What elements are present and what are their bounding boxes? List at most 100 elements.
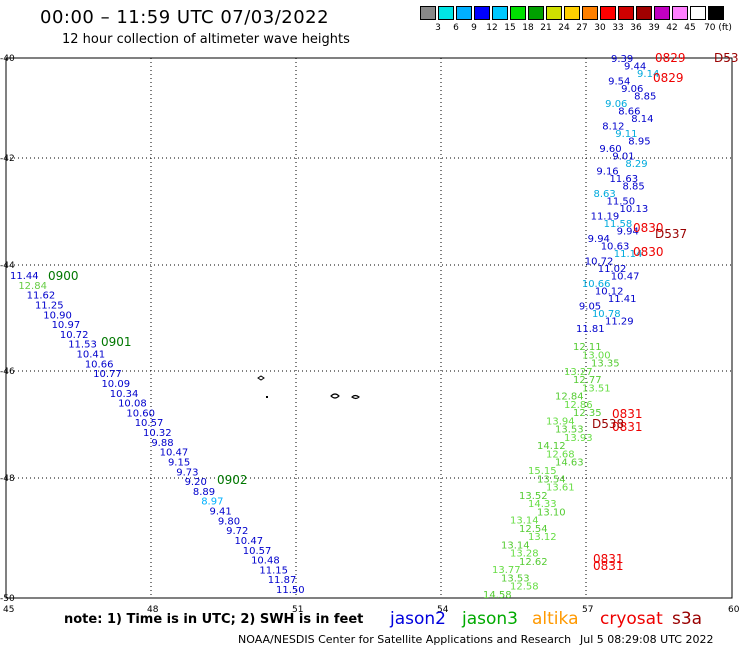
track-time-label: D537 — [655, 227, 687, 241]
scale-label: 45 — [684, 23, 696, 33]
scale-swatch — [546, 6, 562, 20]
scale-swatch — [708, 6, 724, 20]
swh-value: 12.58 — [510, 582, 539, 593]
page-subtitle: 12 hour collection of altimeter wave hei… — [62, 32, 350, 47]
scale-label: 39 — [648, 23, 660, 33]
scale-label: 27 — [576, 23, 588, 33]
swh-value: 9.05 — [579, 302, 601, 313]
swh-value: 9.20 — [185, 477, 207, 488]
swh-value: 9.54 — [608, 77, 630, 88]
lat-tick-label: -44 — [0, 261, 15, 271]
track-time-label: 0900 — [48, 269, 79, 283]
swh-value: 9.15 — [168, 457, 190, 468]
footer-timestamp: Jul 5 08:29:08 UTC 2022 — [580, 633, 714, 646]
swh-value: 10.97 — [52, 320, 81, 331]
scale-swatch — [510, 6, 526, 20]
swh-value: 9.88 — [151, 438, 173, 449]
swh-value: 10.34 — [110, 389, 139, 400]
swh-value: 9.94 — [588, 234, 610, 245]
scale-label: 21 — [540, 23, 552, 33]
scale-label: 24 — [558, 23, 570, 33]
swh-value: 9.44 — [624, 62, 646, 73]
swh-value: 10.41 — [77, 350, 106, 361]
page-title: 00:00 – 11:59 UTC 07/03/2022 — [40, 7, 330, 28]
note-text: note: 1) Time is in UTC; 2) SWH is in fe… — [64, 612, 364, 627]
swh-value: 8.97 — [201, 497, 223, 508]
swh-value: 13.53 — [501, 573, 530, 584]
scale-label: 15 — [504, 23, 516, 33]
lon-tick-label: 54 — [437, 605, 449, 615]
swh-value: 11.02 — [598, 264, 627, 275]
island-3 — [330, 393, 340, 399]
swh-value: 11.87 — [268, 575, 297, 586]
swh-value: 8.66 — [618, 107, 640, 118]
scale-label: 70 (ft) — [704, 23, 732, 33]
scale-swatch — [690, 6, 706, 20]
swh-value: 11.41 — [608, 294, 637, 305]
lon-tick-label: 60 — [728, 605, 740, 615]
swh-value: 11.14 — [614, 249, 643, 260]
lat-tick-label: -40 — [0, 54, 15, 64]
swh-value: 10.13 — [620, 204, 649, 215]
lon-tick-label: 57 — [582, 605, 593, 615]
scale-swatch — [564, 6, 580, 20]
swh-value: 9.80 — [218, 516, 240, 527]
track-time-label: 0831 — [612, 420, 643, 434]
scale-swatch — [654, 6, 670, 20]
footer-credit: NOAA/NESDIS Center for Satellite Applica… — [238, 633, 572, 646]
legend-item-jason3: jason3 — [462, 609, 518, 629]
scale-label: 30 — [594, 23, 606, 33]
track-time-label: 0831 — [593, 559, 624, 573]
swh-value: 8.89 — [193, 487, 215, 498]
swh-value: 12.77 — [573, 375, 602, 386]
lat-tick-label: -48 — [0, 474, 15, 484]
swh-value: 11.50 — [276, 585, 305, 596]
swh-value: 10.72 — [60, 330, 89, 341]
swh-value: 10.09 — [101, 379, 130, 390]
swh-value: 13.14 — [501, 540, 530, 551]
swh-value: 11.81 — [576, 324, 605, 335]
swh-value: 12.35 — [573, 408, 602, 419]
swh-value: 9.72 — [226, 526, 248, 537]
swh-value: 9.06 — [605, 99, 627, 110]
swh-value: 10.72 — [585, 257, 614, 268]
scale-label: 42 — [666, 23, 678, 33]
swh-value: 13.27 — [564, 367, 593, 378]
track-time-label: D538 — [592, 417, 624, 431]
track-time-label: 0829 — [653, 71, 684, 85]
scale-swatch — [474, 6, 490, 20]
swh-value: 8.14 — [631, 114, 653, 125]
legend-item-altika: altika — [532, 609, 579, 629]
swh-value: 9.60 — [599, 144, 621, 155]
swh-value: 8.95 — [628, 137, 650, 148]
scale-swatch — [672, 6, 688, 20]
scale-swatch — [420, 6, 436, 20]
swh-value: 11.63 — [609, 174, 638, 185]
scale-label: 3 — [435, 23, 441, 33]
swh-value: 10.66 — [582, 279, 611, 290]
swh-value: 11.44 — [10, 271, 39, 282]
swh-value: 13.35 — [591, 359, 620, 370]
swh-value: 13.94 — [546, 416, 575, 427]
swh-value: 11.19 — [591, 212, 620, 223]
swh-value: 14.63 — [555, 458, 584, 469]
lon-tick-label: 45 — [3, 605, 14, 615]
swh-value: 13.51 — [582, 383, 611, 394]
swh-value: 14.33 — [528, 499, 557, 510]
scale-label: 18 — [522, 23, 534, 33]
swh-value: 10.90 — [43, 310, 72, 321]
legend-item-s3a: s3a — [672, 609, 703, 629]
swh-value: 8.29 — [625, 159, 647, 170]
island-4 — [351, 394, 360, 400]
swh-value: 9.14 — [637, 69, 659, 80]
scale-label: 33 — [612, 23, 624, 33]
island-outlines — [257, 375, 360, 400]
swh-value: 13.10 — [537, 507, 566, 518]
legend-item-jason2: jason2 — [390, 609, 446, 629]
track-time-label: 0829 — [655, 51, 686, 65]
swh-value: 10.47 — [611, 272, 640, 283]
swh-value: 9.16 — [596, 167, 618, 178]
scale-label: 9 — [471, 23, 477, 33]
track-time-label: 0831 — [612, 407, 643, 421]
